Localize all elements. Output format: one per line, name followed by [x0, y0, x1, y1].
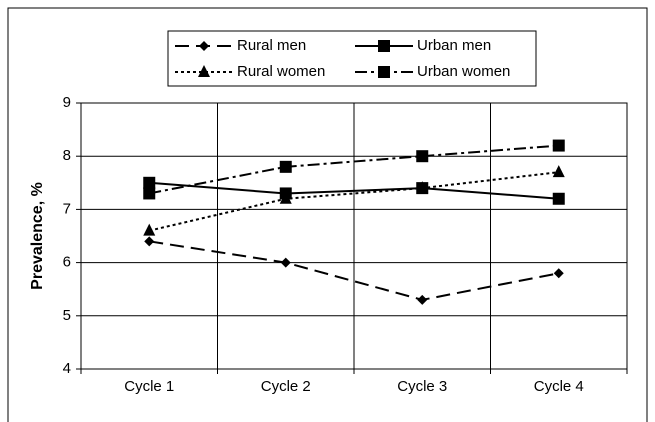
y-tick-label: 6 — [63, 254, 71, 271]
square-marker — [279, 160, 292, 173]
triangle-marker — [143, 223, 156, 236]
legend-label: Urban men — [417, 37, 491, 54]
diamond-marker — [144, 236, 155, 247]
triangle-marker — [552, 165, 565, 178]
series-line — [149, 144, 559, 195]
y-tick-label: 8 — [63, 147, 71, 164]
square-marker — [378, 66, 390, 78]
x-tick-label: Cycle 1 — [124, 378, 174, 395]
series-line — [149, 181, 559, 200]
x-tick-label: Cycle 4 — [534, 378, 584, 395]
series-line — [149, 240, 559, 301]
legend-label: Urban women — [417, 63, 510, 80]
square-marker — [378, 40, 390, 52]
square-marker — [552, 192, 565, 205]
diamond-marker — [280, 257, 291, 268]
y-tick-label: 7 — [63, 200, 71, 217]
triangle-marker — [279, 191, 292, 204]
y-tick-label: 9 — [63, 94, 71, 111]
y-axis-label: Prevalence, % — [29, 182, 46, 290]
y-tick-label: 4 — [63, 360, 71, 377]
square-marker — [143, 176, 156, 189]
triangle-marker — [198, 65, 210, 77]
square-marker — [552, 139, 565, 152]
y-tick-label: 5 — [63, 307, 71, 324]
x-tick-label: Cycle 2 — [261, 378, 311, 395]
x-tick-label: Cycle 3 — [397, 378, 447, 395]
diamond-marker — [417, 294, 428, 305]
diamond-marker — [199, 41, 209, 51]
square-marker — [416, 150, 429, 163]
chart-frame — [7, 7, 648, 422]
square-marker — [143, 187, 156, 200]
diamond-marker — [553, 268, 564, 279]
legend-box — [167, 30, 537, 87]
legend-label: Rural men — [237, 37, 306, 54]
triangle-marker — [416, 181, 429, 194]
legend-label: Rural women — [237, 63, 325, 80]
